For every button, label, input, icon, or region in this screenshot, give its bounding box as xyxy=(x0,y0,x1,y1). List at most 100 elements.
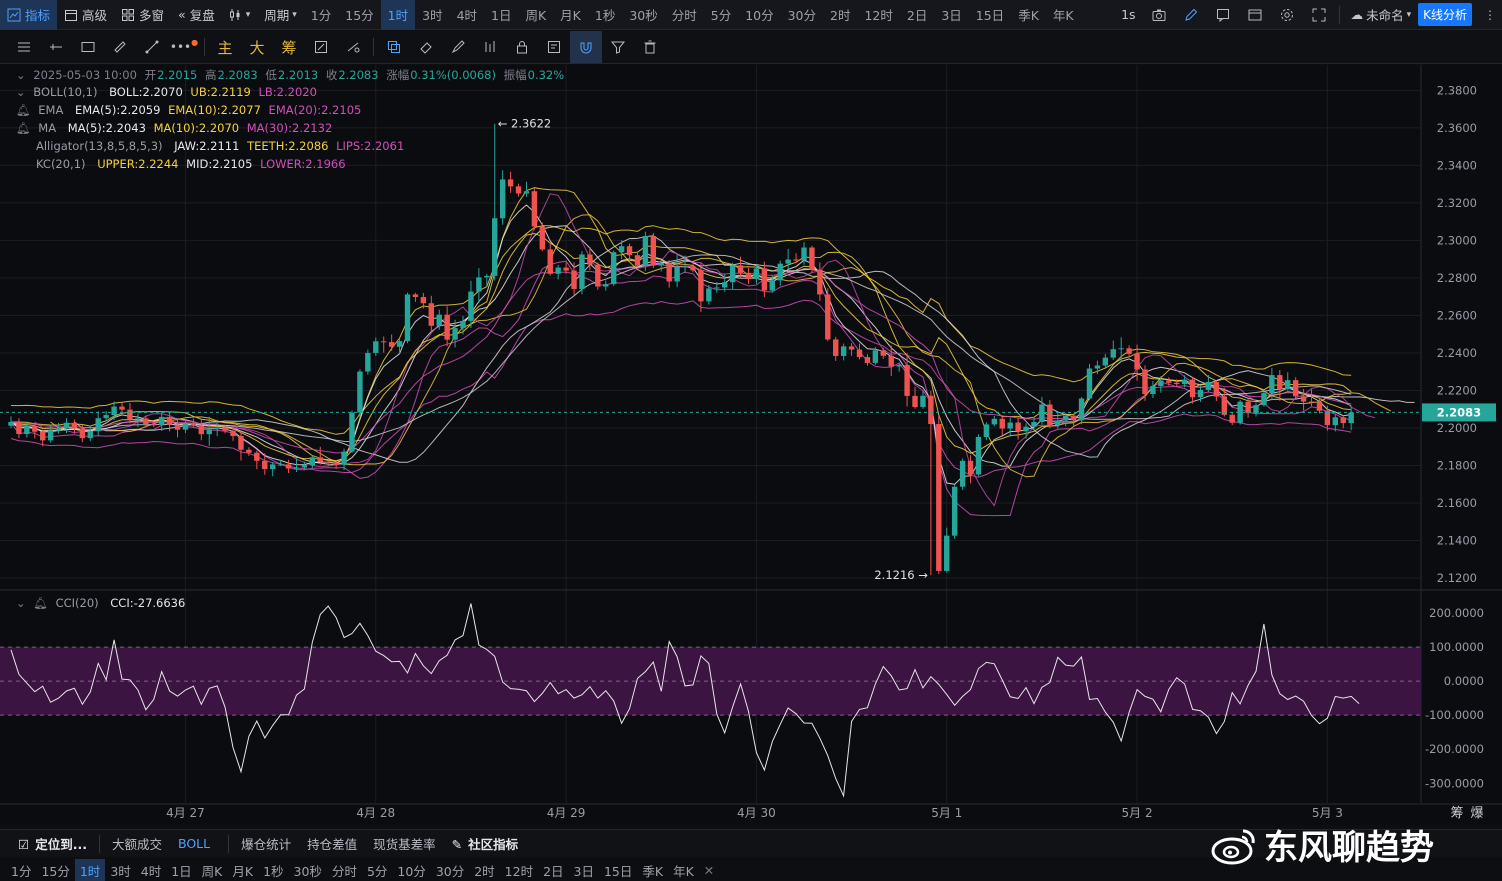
annotation-icon[interactable] xyxy=(1207,0,1239,31)
main-chip-button[interactable]: 主 xyxy=(217,38,233,57)
period-20[interactable]: 年K xyxy=(673,863,694,879)
big-order-button[interactable]: 大 xyxy=(249,38,265,57)
ema-legend[interactable]: 🔔︎ EMA EMA(5):2.2059 EMA(10):2.2077 EMA(… xyxy=(16,103,365,117)
community-indicator-button[interactable]: ✎ 社区指标 xyxy=(451,837,519,852)
period-13[interactable]: 30分 xyxy=(787,8,817,23)
menu-icon[interactable] xyxy=(8,31,40,63)
period-14[interactable]: 2时 xyxy=(830,8,851,23)
period-16[interactable]: 2日 xyxy=(543,863,564,879)
basis-button[interactable]: 现货基差率 xyxy=(373,837,436,852)
trendline-icon[interactable] xyxy=(136,31,168,63)
lock-icon[interactable] xyxy=(506,31,538,63)
settings-icon[interactable] xyxy=(1271,0,1303,31)
period-9[interactable]: 30秒 xyxy=(629,8,658,23)
template-icon[interactable] xyxy=(538,31,570,63)
period-6[interactable]: 周K xyxy=(201,863,223,879)
boll-legend[interactable]: ⌄ BOLL(10,1) BOLL:2.2070 UB:2.2119 LB:2.… xyxy=(16,85,321,99)
period-11[interactable]: 5分 xyxy=(366,863,388,879)
ma-legend[interactable]: 🔔︎ MA MA(5):2.2043 MA(10):2.2070 MA(30):… xyxy=(16,121,336,135)
period-3[interactable]: 3时 xyxy=(110,863,131,879)
period-4[interactable]: 4时 xyxy=(456,8,478,23)
period-9[interactable]: 30秒 xyxy=(293,863,322,879)
period-18[interactable]: 15日 xyxy=(975,8,1005,23)
cci-legend[interactable]: ⌄ 🔔︎ CCI(20) CCI:-27.6636 xyxy=(16,596,189,610)
locate-button[interactable]: ☑ 定位到... xyxy=(18,837,87,852)
collapse-icon[interactable]: ⌄ xyxy=(16,68,26,82)
period-12[interactable]: 10分 xyxy=(745,8,774,23)
collapse-icon[interactable]: ⌄ xyxy=(16,85,26,99)
indicator-button[interactable]: 指标 xyxy=(0,0,58,30)
pen-icon[interactable] xyxy=(1175,0,1207,31)
boll-button[interactable]: BOLL xyxy=(177,836,211,851)
open-interest-button[interactable]: 持仓差值 xyxy=(307,837,358,852)
period-20[interactable]: 年K xyxy=(1052,8,1074,23)
bell-icon[interactable]: 🔔︎ xyxy=(16,121,31,135)
period-1[interactable]: 15分 xyxy=(345,8,374,23)
period-7[interactable]: 月K xyxy=(232,863,254,879)
period-18[interactable]: 15日 xyxy=(603,863,633,879)
eraser-icon[interactable] xyxy=(410,31,442,63)
measure-icon[interactable] xyxy=(337,31,369,63)
period-5[interactable]: 1日 xyxy=(171,863,192,879)
filter-icon[interactable] xyxy=(602,31,634,63)
period-10[interactable]: 分时 xyxy=(671,8,697,23)
period-19[interactable]: 季K xyxy=(1018,8,1039,23)
period-2[interactable]: 1时 xyxy=(380,0,416,30)
period-16[interactable]: 2日 xyxy=(906,8,928,23)
period-2[interactable]: 1时 xyxy=(74,859,106,881)
more-tools-icon[interactable]: ••• ● xyxy=(169,37,199,55)
chart-canvas[interactable]: 2.2083 ← 2.3622 2.1216 → 2.3800 2.3600 2.3400… xyxy=(0,65,1502,825)
save-layout-icon[interactable] xyxy=(1239,0,1271,31)
brush-icon[interactable] xyxy=(442,31,474,63)
bars-icon[interactable] xyxy=(474,31,506,63)
layout-name-button[interactable]: ☁ 未命名 ▾ xyxy=(1350,7,1412,23)
alligator-legend[interactable]: Alligator(13,8,5,8,5,3) JAW:2.2111 TEETH… xyxy=(36,139,408,153)
period-19[interactable]: 季K xyxy=(642,863,664,879)
bell-icon[interactable]: 🔔︎ xyxy=(16,103,31,117)
period-13[interactable]: 30分 xyxy=(435,863,465,879)
liquidation-button[interactable]: 爆仓统计 xyxy=(241,837,292,852)
period-15[interactable]: 12时 xyxy=(504,863,534,879)
period-6[interactable]: 周K xyxy=(525,8,547,23)
kc-legend[interactable]: KC(20,1) UPPER:2.2244 MID:2.2105 LOWER:2… xyxy=(36,157,350,171)
close-icon[interactable]: ✕ xyxy=(703,862,715,878)
period-8[interactable]: 1秒 xyxy=(263,863,284,879)
kline-analysis-button[interactable]: K线分析 xyxy=(1418,3,1472,26)
period-menu-button[interactable]: 周期 ▾ xyxy=(264,8,297,23)
period-0[interactable]: 1分 xyxy=(310,8,332,23)
magnet-icon[interactable] xyxy=(570,31,602,63)
chart-area[interactable]: 2.2083 ← 2.3622 2.1216 → 2.3800 2.3600 2.3400… xyxy=(0,65,1502,825)
interval-button[interactable]: 1s xyxy=(1121,7,1136,22)
period-15[interactable]: 12时 xyxy=(864,8,893,23)
trash-icon[interactable] xyxy=(634,31,666,63)
rectangle-icon[interactable] xyxy=(72,31,104,63)
ruler-icon[interactable] xyxy=(104,31,136,63)
period-11[interactable]: 5分 xyxy=(710,8,732,23)
period-7[interactable]: 月K xyxy=(560,8,581,23)
more-icon[interactable]: ⋮ xyxy=(1484,7,1496,22)
bell-icon[interactable]: 🔔︎ xyxy=(33,596,48,610)
period-17[interactable]: 3日 xyxy=(573,863,594,879)
edit-shape-icon[interactable] xyxy=(305,31,337,63)
period-0[interactable]: 1分 xyxy=(11,863,32,879)
period-1[interactable]: 15分 xyxy=(41,863,70,879)
period-10[interactable]: 分时 xyxy=(331,863,357,879)
period-8[interactable]: 1秒 xyxy=(594,8,616,23)
replay-button[interactable]: « 复盘 xyxy=(178,7,215,23)
period-12[interactable]: 10分 xyxy=(397,863,426,879)
big-trade-button[interactable]: 大额成交 xyxy=(111,837,162,852)
chart-type-button[interactable]: ▾ xyxy=(222,0,258,30)
period-5[interactable]: 1日 xyxy=(491,8,512,23)
copy-icon[interactable] xyxy=(378,31,410,63)
crosshair-line-icon[interactable] xyxy=(40,31,72,63)
multi-window-button[interactable]: 多窗 xyxy=(114,0,171,30)
chip-distribution-button[interactable]: 筹 xyxy=(281,38,297,57)
period-17[interactable]: 3日 xyxy=(941,8,962,23)
advanced-button[interactable]: 高级 xyxy=(57,0,114,30)
period-4[interactable]: 4时 xyxy=(140,863,162,879)
collapse-icon[interactable]: ⌄ xyxy=(16,596,26,610)
fullscreen-icon[interactable] xyxy=(1303,0,1335,31)
period-3[interactable]: 3时 xyxy=(422,8,443,23)
period-14[interactable]: 2时 xyxy=(474,863,495,879)
camera-icon[interactable] xyxy=(1143,0,1175,31)
